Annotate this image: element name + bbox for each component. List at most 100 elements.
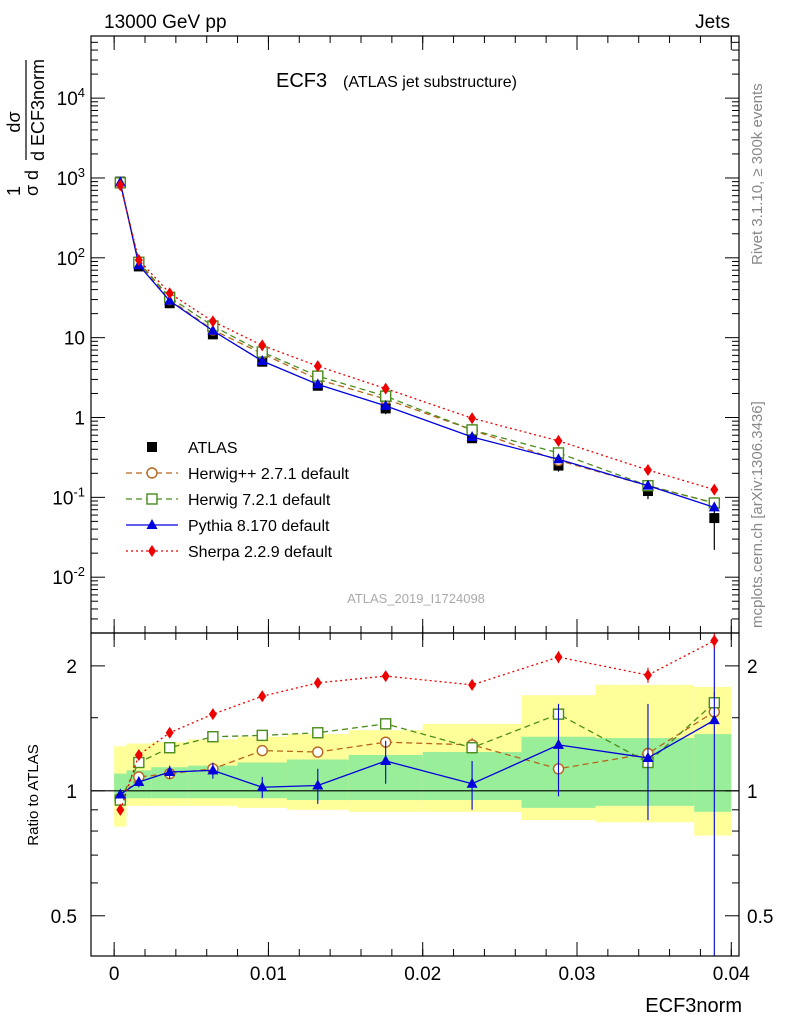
ratio-y-axis-label: Ratio to ATLAS <box>25 744 42 845</box>
legend-label: Herwig 7.2.1 default <box>188 492 331 509</box>
legend-label: Pythia 8.170 default <box>188 518 330 535</box>
legend-marker <box>146 493 158 505</box>
ratio-point <box>312 746 324 758</box>
y-axis-label-d: d <box>22 170 42 180</box>
legend-marker <box>146 519 158 529</box>
series-3 <box>114 176 720 512</box>
y-tick-label: 102 <box>57 245 85 270</box>
series-2 <box>114 177 721 509</box>
legend-marker <box>147 442 157 452</box>
y-axis-label-sigma: σ <box>22 185 42 196</box>
ratio-y-tick-label-right: 2 <box>747 657 758 678</box>
x-tick-label: 0.01 <box>250 964 287 985</box>
ratio-point <box>165 726 174 739</box>
ratio-point <box>710 634 719 647</box>
ratio-point <box>164 766 176 777</box>
y-axis-title: 1 σ d dσ d ECF3norm <box>4 59 48 196</box>
y-axis-label-den: d ECF3norm <box>28 59 48 161</box>
ratio-point <box>256 781 268 792</box>
y-tick-label: 104 <box>57 85 85 110</box>
ratio-series-3 <box>114 642 720 956</box>
legend-label: Sherpa 2.2.9 default <box>188 544 333 561</box>
data-point <box>466 430 478 441</box>
x-axis-label: ECF3norm <box>645 995 742 1017</box>
data-point <box>313 360 322 373</box>
data-point <box>116 179 125 192</box>
series-line <box>119 182 715 508</box>
data-point <box>468 412 477 425</box>
ratio-y-tick-label: 1 <box>66 782 77 803</box>
main-panel: 10-2 10-1 1 10 102 103 104 ECF3 (ATLAS jet sub… <box>4 35 740 634</box>
legend-item: Herwig++ 2.7.1 default <box>126 466 350 483</box>
ratio-point <box>312 727 324 739</box>
legend-label: ATLAS <box>188 440 238 457</box>
y-tick-label: 10 <box>64 329 85 350</box>
ratio-point <box>258 690 267 703</box>
ratio-y-tick-label-right: 1 <box>747 782 758 803</box>
series-line <box>119 183 715 504</box>
side-label-bottom: mcplots.cern.ch [arXiv:1306.3436] <box>749 401 766 628</box>
data-point <box>708 501 720 512</box>
ratio-point <box>208 708 217 721</box>
data-point <box>164 294 176 305</box>
ratio-y-tick-label-right: 0.5 <box>747 907 773 928</box>
data-point <box>642 479 654 490</box>
ratio-point <box>379 718 392 730</box>
main-data-layer <box>114 176 721 550</box>
ratio-point <box>552 738 564 749</box>
x-tick-label: 0.02 <box>404 964 441 985</box>
ratio-series-4 <box>116 633 719 816</box>
ratio-y-tick-label: 0.5 <box>51 907 77 928</box>
data-point <box>552 453 564 464</box>
data-point <box>256 355 268 366</box>
ratio-point <box>554 651 563 664</box>
legend-item: Pythia 8.170 default <box>126 518 330 535</box>
data-point <box>380 399 392 410</box>
series-4 <box>116 179 719 496</box>
data-point <box>165 287 174 300</box>
data-point <box>710 483 719 496</box>
ratio-point <box>312 779 324 790</box>
ratio-point <box>256 729 268 742</box>
legend-label: Herwig++ 2.7.1 default <box>188 466 350 483</box>
ratio-point <box>643 669 652 682</box>
watermark: ATLAS_2019_I1724098 <box>347 591 485 606</box>
data-point <box>207 324 219 335</box>
ratio-y-tick-label: 2 <box>66 657 77 678</box>
ratio-point <box>380 754 392 765</box>
legend-marker <box>146 467 158 479</box>
legend-marker <box>148 545 156 557</box>
chart-title: ECF3 <box>276 70 327 92</box>
data-point <box>312 378 324 389</box>
ratio-point <box>466 742 478 754</box>
y-axis-label-num: dσ <box>4 111 24 132</box>
x-tick-label: 0 <box>109 964 120 985</box>
data-point <box>134 253 143 266</box>
ratio-point <box>163 742 176 754</box>
x-tick-label: 0.03 <box>559 964 596 985</box>
side-label-top: Rivet 3.1.10, ≥ 300k events <box>749 83 766 265</box>
uncertainty-band-green <box>694 734 732 812</box>
data-point <box>381 382 390 395</box>
y-tick-label: 10-2 <box>52 564 85 589</box>
y-tick-label: 103 <box>57 165 85 190</box>
legend: ATLAS Herwig++ 2.7.1 default Herwig 7.2.1 … <box>126 440 350 561</box>
ratio-point <box>642 751 654 762</box>
ratio-point <box>133 776 145 787</box>
ratio-point <box>207 731 219 743</box>
legend-item: Herwig 7.2.1 default <box>126 492 331 509</box>
data-point <box>554 434 563 447</box>
ratio-frame <box>90 632 740 957</box>
ratio-point <box>466 777 478 788</box>
ratio-point <box>134 748 143 761</box>
y-axis-label-prefix: 1 <box>4 186 24 196</box>
ratio-panel: 0.5 0.5 1 1 2 2 0 0.01 0.02 0.03 0.04 Ratio to ATL… <box>25 632 773 1017</box>
y-tick-label: 1 <box>74 409 85 430</box>
ratio-point <box>381 670 390 683</box>
ratio-data-layer <box>91 633 739 956</box>
y-tick-label: 10-1 <box>52 484 85 509</box>
chart-subtitle: (ATLAS jet substructure) <box>343 74 517 91</box>
ratio-point <box>313 676 322 689</box>
data-point <box>709 513 720 524</box>
